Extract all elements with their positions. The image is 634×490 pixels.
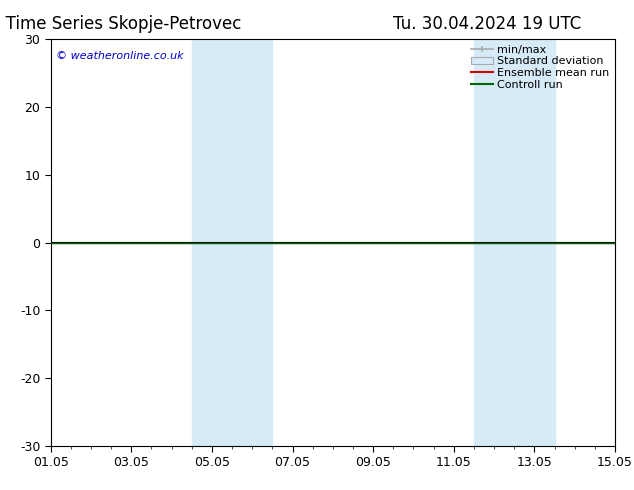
Text: Tu. 30.04.2024 19 UTC: Tu. 30.04.2024 19 UTC — [393, 15, 581, 33]
Legend: min/max, Standard deviation, Ensemble mean run, Controll run: min/max, Standard deviation, Ensemble me… — [469, 43, 612, 92]
Text: ENS Time Series Skopje-Petrovec: ENS Time Series Skopje-Petrovec — [0, 15, 241, 33]
Text: © weatheronline.co.uk: © weatheronline.co.uk — [56, 51, 184, 61]
Bar — [191, 39, 273, 446]
Bar — [474, 39, 555, 446]
